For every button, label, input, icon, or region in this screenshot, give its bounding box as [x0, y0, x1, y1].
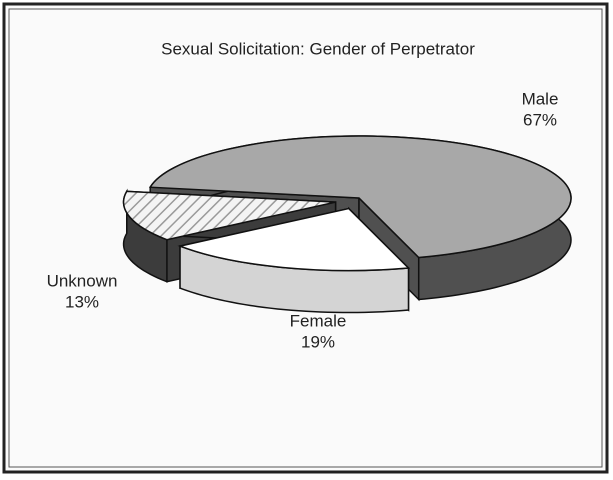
slice-value-label: 67%	[523, 110, 557, 129]
slice-label: Unknown	[47, 271, 118, 290]
slice-label: Female	[290, 311, 347, 330]
pie-slice	[122, 190, 336, 241]
inner-frame	[8, 8, 603, 468]
pie-slice	[148, 135, 572, 259]
slice-value-label: 19%	[301, 332, 335, 351]
chart-title: Sexual Solicitation: Gender of Perpetrat…	[161, 39, 475, 58]
slice-label: Male	[522, 89, 559, 108]
pie-slice	[177, 207, 411, 272]
slice-value-label: 13%	[65, 292, 99, 311]
